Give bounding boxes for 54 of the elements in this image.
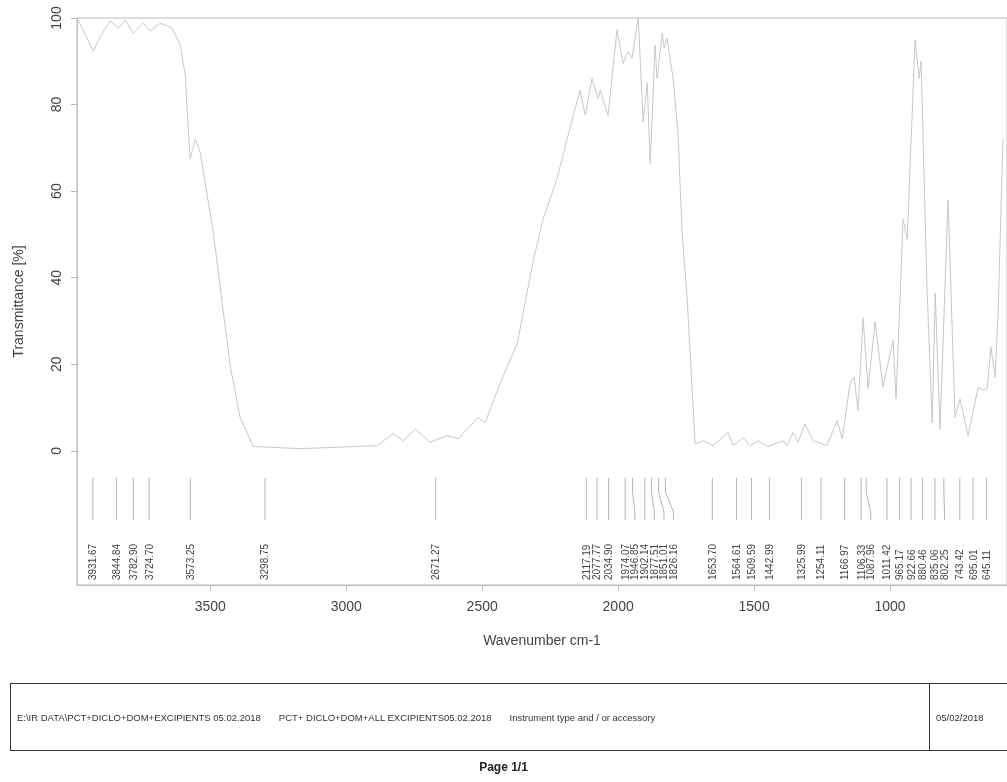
annotation: 1011.42 xyxy=(881,544,893,580)
y-tick-label: 100 xyxy=(48,6,64,30)
line-series xyxy=(76,17,1004,450)
annotation: 3573.25 xyxy=(184,543,196,580)
text: Instrument type and / or accessory xyxy=(509,711,656,723)
y-tick-label: 80 xyxy=(48,96,64,113)
annotation: 2117.19 xyxy=(580,544,592,580)
y-tick-label: 0 xyxy=(48,446,64,455)
annotation: 880.46 xyxy=(917,548,929,580)
annotation: 3782.90 xyxy=(127,543,139,580)
y-axis-title: Transmittance [%] xyxy=(10,245,26,358)
y-tick-label: 20 xyxy=(48,356,64,373)
annotation: 2034.90 xyxy=(603,543,615,580)
x-tick-label: 1500 xyxy=(738,598,770,614)
annotation: 2671.27 xyxy=(430,543,442,580)
annotation: 3844.84 xyxy=(110,543,122,580)
text: PCT+ DICLO+DOM+ALL EXCIPIENTS05.02.2018 xyxy=(278,711,492,723)
x-tick-label: 2500 xyxy=(466,598,498,614)
annotation: 2077.77 xyxy=(591,543,603,580)
annotation: 922.66 xyxy=(905,548,917,580)
annotation: 1826.16 xyxy=(668,543,680,580)
annotation: 802.25 xyxy=(939,548,951,580)
annotation: 1653.70 xyxy=(706,543,718,580)
annotation: 1877.51 xyxy=(648,543,660,580)
annotation: 1166.97 xyxy=(839,544,851,580)
annotation: 965.17 xyxy=(894,548,906,580)
annotation: 1946.85 xyxy=(629,543,641,580)
annotation: 3931.67 xyxy=(87,543,99,580)
annotation: 1851.01 xyxy=(658,543,670,580)
annotation: 1442.99 xyxy=(764,543,776,580)
annotation: 1902.14 xyxy=(639,543,651,580)
x-tick-label: 1000 xyxy=(874,598,906,614)
annotation: 835.06 xyxy=(929,548,941,580)
x-tick-label: 3500 xyxy=(194,598,227,614)
annotation: 1974.07 xyxy=(619,543,631,580)
x-axis-title: Wavenumber cm-1 xyxy=(483,632,602,648)
y-tick-label: 40 xyxy=(48,269,64,286)
annotation: 1106.33 xyxy=(855,544,867,580)
annotation: 1564.61 xyxy=(731,543,743,580)
annotation: 695.01 xyxy=(967,548,979,580)
text: Page 1/1 xyxy=(478,760,529,774)
annotation: 645.11 xyxy=(981,549,993,580)
annotation: 3298.75 xyxy=(259,543,271,580)
x-tick-label: 2000 xyxy=(602,598,634,614)
annotation: 1325.99 xyxy=(795,543,807,580)
annotation: 1254.11 xyxy=(815,544,827,580)
annotation: 3724.70 xyxy=(143,543,155,580)
annotation: 743.42 xyxy=(954,548,966,580)
y-tick-label: 60 xyxy=(48,183,64,199)
annotation: 1509.59 xyxy=(746,543,757,580)
annotation: 1087.96 xyxy=(865,543,877,580)
text: 05/02/2018 xyxy=(936,711,984,723)
x-tick-label: 3000 xyxy=(330,598,362,614)
text: E:\IR DATA\PCT+DICLO+DOM+EXCIPIENTS 05.02.2018 xyxy=(17,711,261,723)
